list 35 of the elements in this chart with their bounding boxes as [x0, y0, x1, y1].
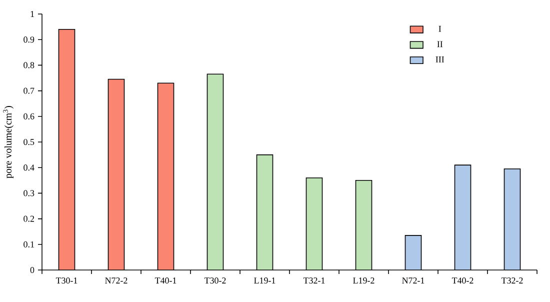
bar: [207, 74, 224, 270]
x-tick-label: N72-2: [105, 278, 128, 284]
y-tick-label: 0.5: [24, 138, 34, 146]
x-tick-label: L19-1: [254, 278, 276, 284]
y-tick-label: 0.6: [24, 113, 34, 120]
y-tick-label: 0.3: [24, 190, 34, 196]
y-tick-label: 0.4: [24, 164, 34, 171]
legend-label: I: [438, 26, 442, 32]
legend-label: II: [437, 41, 443, 48]
x-tick-label: L19-2: [353, 278, 374, 284]
x-tick-label: T32-2: [501, 278, 523, 284]
x-tick-label: T30-2: [204, 278, 226, 284]
bar: [306, 178, 322, 270]
bar: [58, 29, 75, 270]
y-tick-label: 0.9: [24, 36, 34, 43]
x-tick-label: N72-1: [402, 278, 424, 284]
bar: [157, 82, 174, 270]
x-tick-label: T30-1: [56, 278, 78, 284]
y-axis-title: pore volume(cm$^{3}$): [3, 106, 14, 178]
legend-label: III: [436, 56, 444, 62]
y-tick-label: 0: [30, 266, 34, 274]
bar: [405, 235, 422, 270]
y-tick-label: 0.7: [24, 88, 34, 94]
y-tick-label: 0.1: [24, 241, 34, 248]
bar: [355, 180, 372, 270]
bar: [454, 165, 471, 270]
x-tick-label: T40-2: [452, 278, 474, 284]
bar: [108, 79, 124, 270]
y-tick-label: 0.8: [24, 62, 34, 68]
y-tick-label: 1: [30, 11, 34, 17]
y-tick-label: 0.2: [24, 216, 34, 222]
bar: [256, 154, 273, 270]
x-tick-label: T40-1: [154, 278, 176, 284]
bar: [504, 168, 521, 270]
x-tick-label: T32-1: [303, 278, 325, 284]
